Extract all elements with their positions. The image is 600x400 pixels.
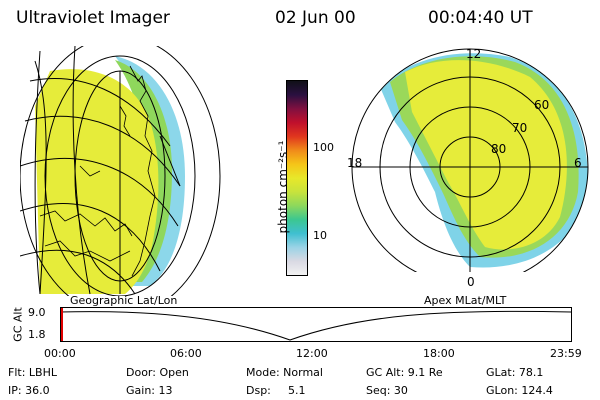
ip-status: IP: 36.0 <box>8 384 50 397</box>
dsp-label: Dsp: <box>246 384 271 397</box>
glat-status: GLat: 78.1 <box>486 366 544 379</box>
globe-image-fill <box>35 69 159 295</box>
mlt-6-label: 6 <box>574 156 582 170</box>
lat-80-label: 80 <box>491 142 507 156</box>
gain-status: Gain: 13 <box>126 384 173 397</box>
mode-status: Mode: Normal <box>246 366 323 379</box>
date-label: 02 Jun 00 <box>275 8 356 28</box>
colorbar <box>286 80 308 276</box>
timeline-ytick-bottom: 1.8 <box>28 328 46 341</box>
earth-limb <box>34 60 47 295</box>
door-status: Door: Open <box>126 366 189 379</box>
mlt-12-label: 12 <box>466 47 482 61</box>
altitude-curve <box>60 310 572 341</box>
mlt-18-label: 18 <box>347 156 363 170</box>
colorbar-unit-label: photon cm⁻²s⁻¹ <box>276 140 290 234</box>
filter-status: Flt: LBHL <box>8 366 57 379</box>
lat-60-label: 60 <box>534 98 550 112</box>
colorbar-tick-100: 100 <box>313 141 334 154</box>
polar-plot <box>351 48 589 272</box>
colorbar-tick-10: 10 <box>313 229 327 242</box>
timeline-xtick-3: 18:00 <box>423 347 455 360</box>
seq-status: Seq: 30 <box>366 384 408 397</box>
timeline-xtick-0: 00:00 <box>44 347 76 360</box>
timeline-xtick-2: 12:00 <box>296 347 328 360</box>
mlt-0-label: 0 <box>467 275 475 289</box>
gc-alt-status: GC Alt: 9.1 Re <box>366 366 443 379</box>
timeline-axis-title: GC Alt <box>11 307 25 342</box>
geographic-projection-label: Geographic Lat/Lon <box>70 294 178 307</box>
timeline-ytick-top: 9.0 <box>28 306 46 319</box>
coastlines <box>39 65 156 277</box>
time-label: 00:04:40 UT <box>428 8 533 28</box>
timeline-xtick-1: 06:00 <box>170 347 202 360</box>
timeline-xtick-4: 23:59 <box>550 347 582 360</box>
graticule <box>20 46 221 296</box>
altitude-timeline[interactable] <box>60 307 572 342</box>
apex-projection-label: Apex MLat/MLT <box>424 294 507 307</box>
lat-70-label: 70 <box>512 121 528 135</box>
geographic-image <box>20 46 221 296</box>
polar-grid <box>351 48 589 272</box>
aurora-rim-green <box>115 60 172 282</box>
glon-status: GLon: 124.4 <box>486 384 553 397</box>
instrument-title: Ultraviolet Imager <box>16 8 170 28</box>
polar-emission-yellow <box>405 60 567 250</box>
dsp-value: 5.1 <box>288 384 306 397</box>
aurora-rim <box>115 56 185 286</box>
current-time-marker <box>61 308 63 341</box>
